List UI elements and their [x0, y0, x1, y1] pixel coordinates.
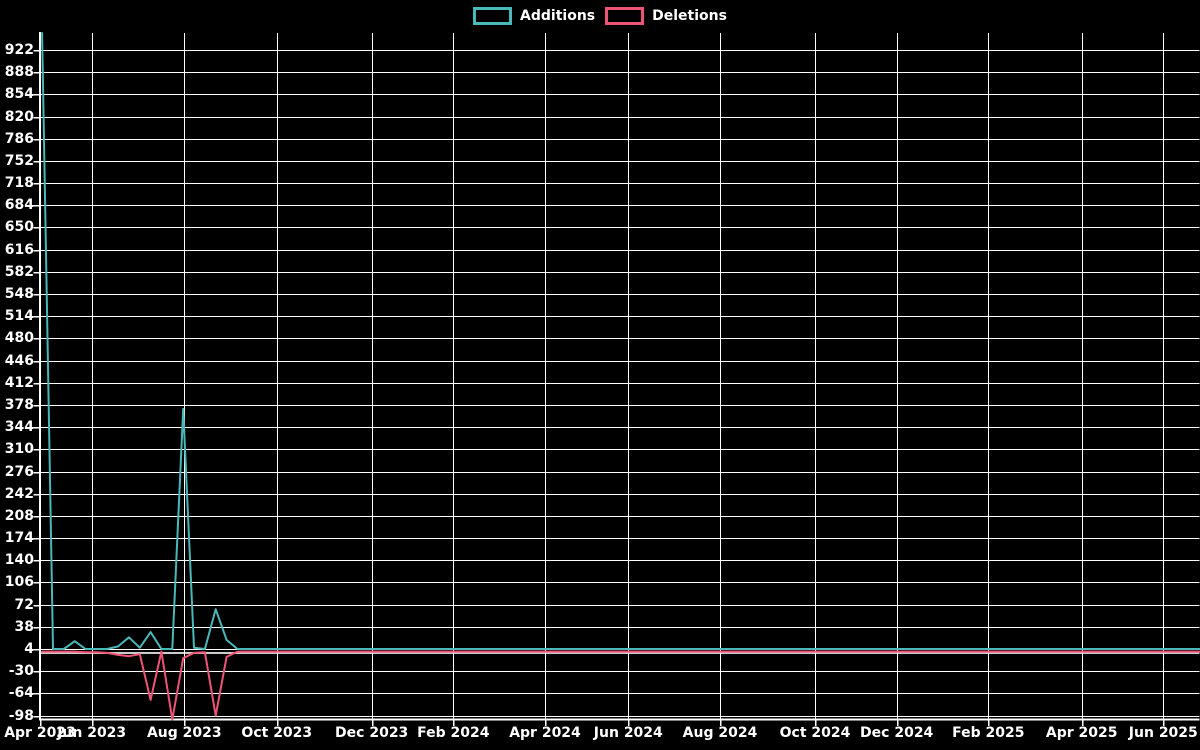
legend: Additions Deletions — [0, 7, 1200, 25]
series-line-additions — [41, 32, 1200, 650]
legend-swatch-additions — [473, 7, 513, 25]
legend-item-deletions: Deletions — [605, 7, 727, 25]
legend-label-deletions: Deletions — [652, 8, 727, 24]
legend-swatch-deletions — [605, 7, 645, 25]
legend-label-additions: Additions — [520, 8, 596, 24]
series-line-deletions — [41, 650, 1200, 721]
legend-item-additions: Additions — [473, 7, 595, 25]
